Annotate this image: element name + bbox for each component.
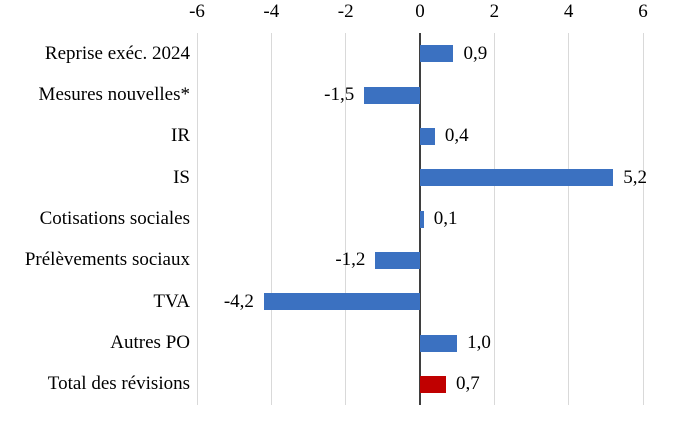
bar [420, 127, 435, 145]
gridline [196, 33, 198, 405]
value-label: 0,1 [433, 207, 458, 229]
category-label: Reprise exéc. 2024 [44, 42, 190, 64]
gridline [493, 33, 495, 405]
bar [420, 169, 614, 187]
value-label: 1,0 [467, 331, 491, 353]
gridline [270, 33, 272, 405]
bar [420, 334, 458, 352]
x-axis-tick-label: -2 [337, 1, 354, 22]
category-label: Mesures nouvelles* [38, 83, 190, 105]
value-label: 0,7 [456, 373, 480, 395]
gridline [568, 33, 570, 405]
value-label: 5,2 [623, 166, 648, 188]
x-axis-tick-label: -6 [189, 1, 205, 22]
bar [263, 293, 420, 311]
bar [420, 45, 454, 63]
bar [420, 210, 424, 228]
category-label: IR [171, 125, 190, 147]
category-label: Total des révisions [47, 373, 190, 395]
x-axis-tick-label: 0 [415, 1, 425, 22]
category-label: IS [173, 166, 190, 188]
value-label: -1,5 [324, 83, 355, 105]
category-label: TVA [153, 290, 190, 312]
value-label: 0,4 [444, 125, 469, 147]
category-label: Cotisations sociales [39, 207, 190, 229]
bar [364, 86, 420, 104]
category-label: Prélèvements sociaux [24, 249, 190, 271]
gridline [642, 33, 644, 405]
value-label: 0,9 [463, 42, 488, 64]
gridline [345, 33, 347, 405]
x-axis-tick-label: 2 [489, 1, 500, 22]
x-axis-tick-label: -4 [263, 1, 280, 22]
value-label: -1,2 [335, 249, 366, 271]
bar [420, 375, 447, 393]
x-axis-tick-label: 6 [638, 1, 648, 22]
category-label: Autres PO [110, 331, 190, 353]
bar [375, 251, 420, 269]
x-axis-tick-label: 4 [563, 1, 574, 22]
value-label: -4,2 [223, 290, 254, 312]
